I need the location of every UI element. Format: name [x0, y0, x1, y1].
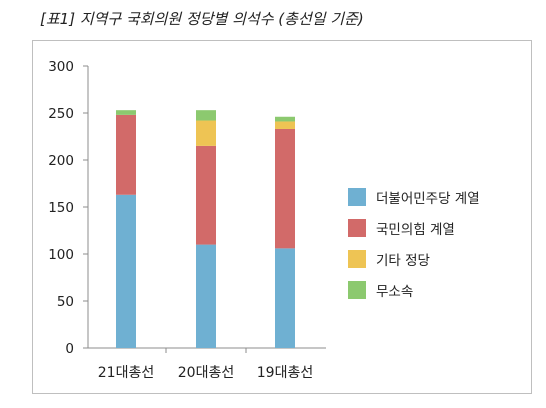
legend-label: 국민의힘 계열	[376, 222, 455, 238]
bar-segment	[116, 194, 136, 348]
y-tick-label: 200	[48, 153, 74, 169]
y-tick-label: 250	[48, 106, 74, 122]
bar-segment	[116, 114, 136, 195]
x-category-label: 20대총선	[178, 365, 234, 381]
legend-label: 기타 정당	[376, 253, 430, 269]
legend-label: 무소속	[376, 284, 414, 300]
y-tick-label: 150	[48, 200, 74, 216]
legend-swatch	[348, 219, 366, 237]
bar-segment	[275, 121, 295, 129]
bar-segment	[196, 120, 216, 146]
bar-segment	[196, 145, 216, 245]
legend-item: 더불어민주당 계열	[348, 188, 480, 207]
legend-item: 무소속	[348, 281, 480, 300]
legend-item: 기타 정당	[348, 250, 480, 269]
bar-segment	[275, 128, 295, 249]
legend-item: 국민의힘 계열	[348, 219, 480, 238]
legend-swatch	[348, 188, 366, 206]
y-tick-label: 50	[57, 294, 74, 310]
bar-segment	[196, 110, 216, 121]
chart-title: [표1] 지역구 국회의원 정당별 의석수 (총선일 기준)	[40, 10, 364, 28]
legend-swatch	[348, 250, 366, 268]
y-tick-label: 100	[48, 247, 74, 263]
bar-segment	[275, 116, 295, 122]
bar-segment	[116, 110, 136, 115]
bar-segment	[196, 244, 216, 348]
y-tick-label: 0	[65, 341, 74, 357]
x-category-label: 21대총선	[98, 365, 154, 381]
x-category-label: 19대총선	[257, 365, 313, 381]
legend-label: 더불어민주당 계열	[376, 191, 480, 207]
bar-segment	[275, 248, 295, 348]
legend-swatch	[348, 281, 366, 299]
y-tick-label: 300	[48, 59, 74, 75]
